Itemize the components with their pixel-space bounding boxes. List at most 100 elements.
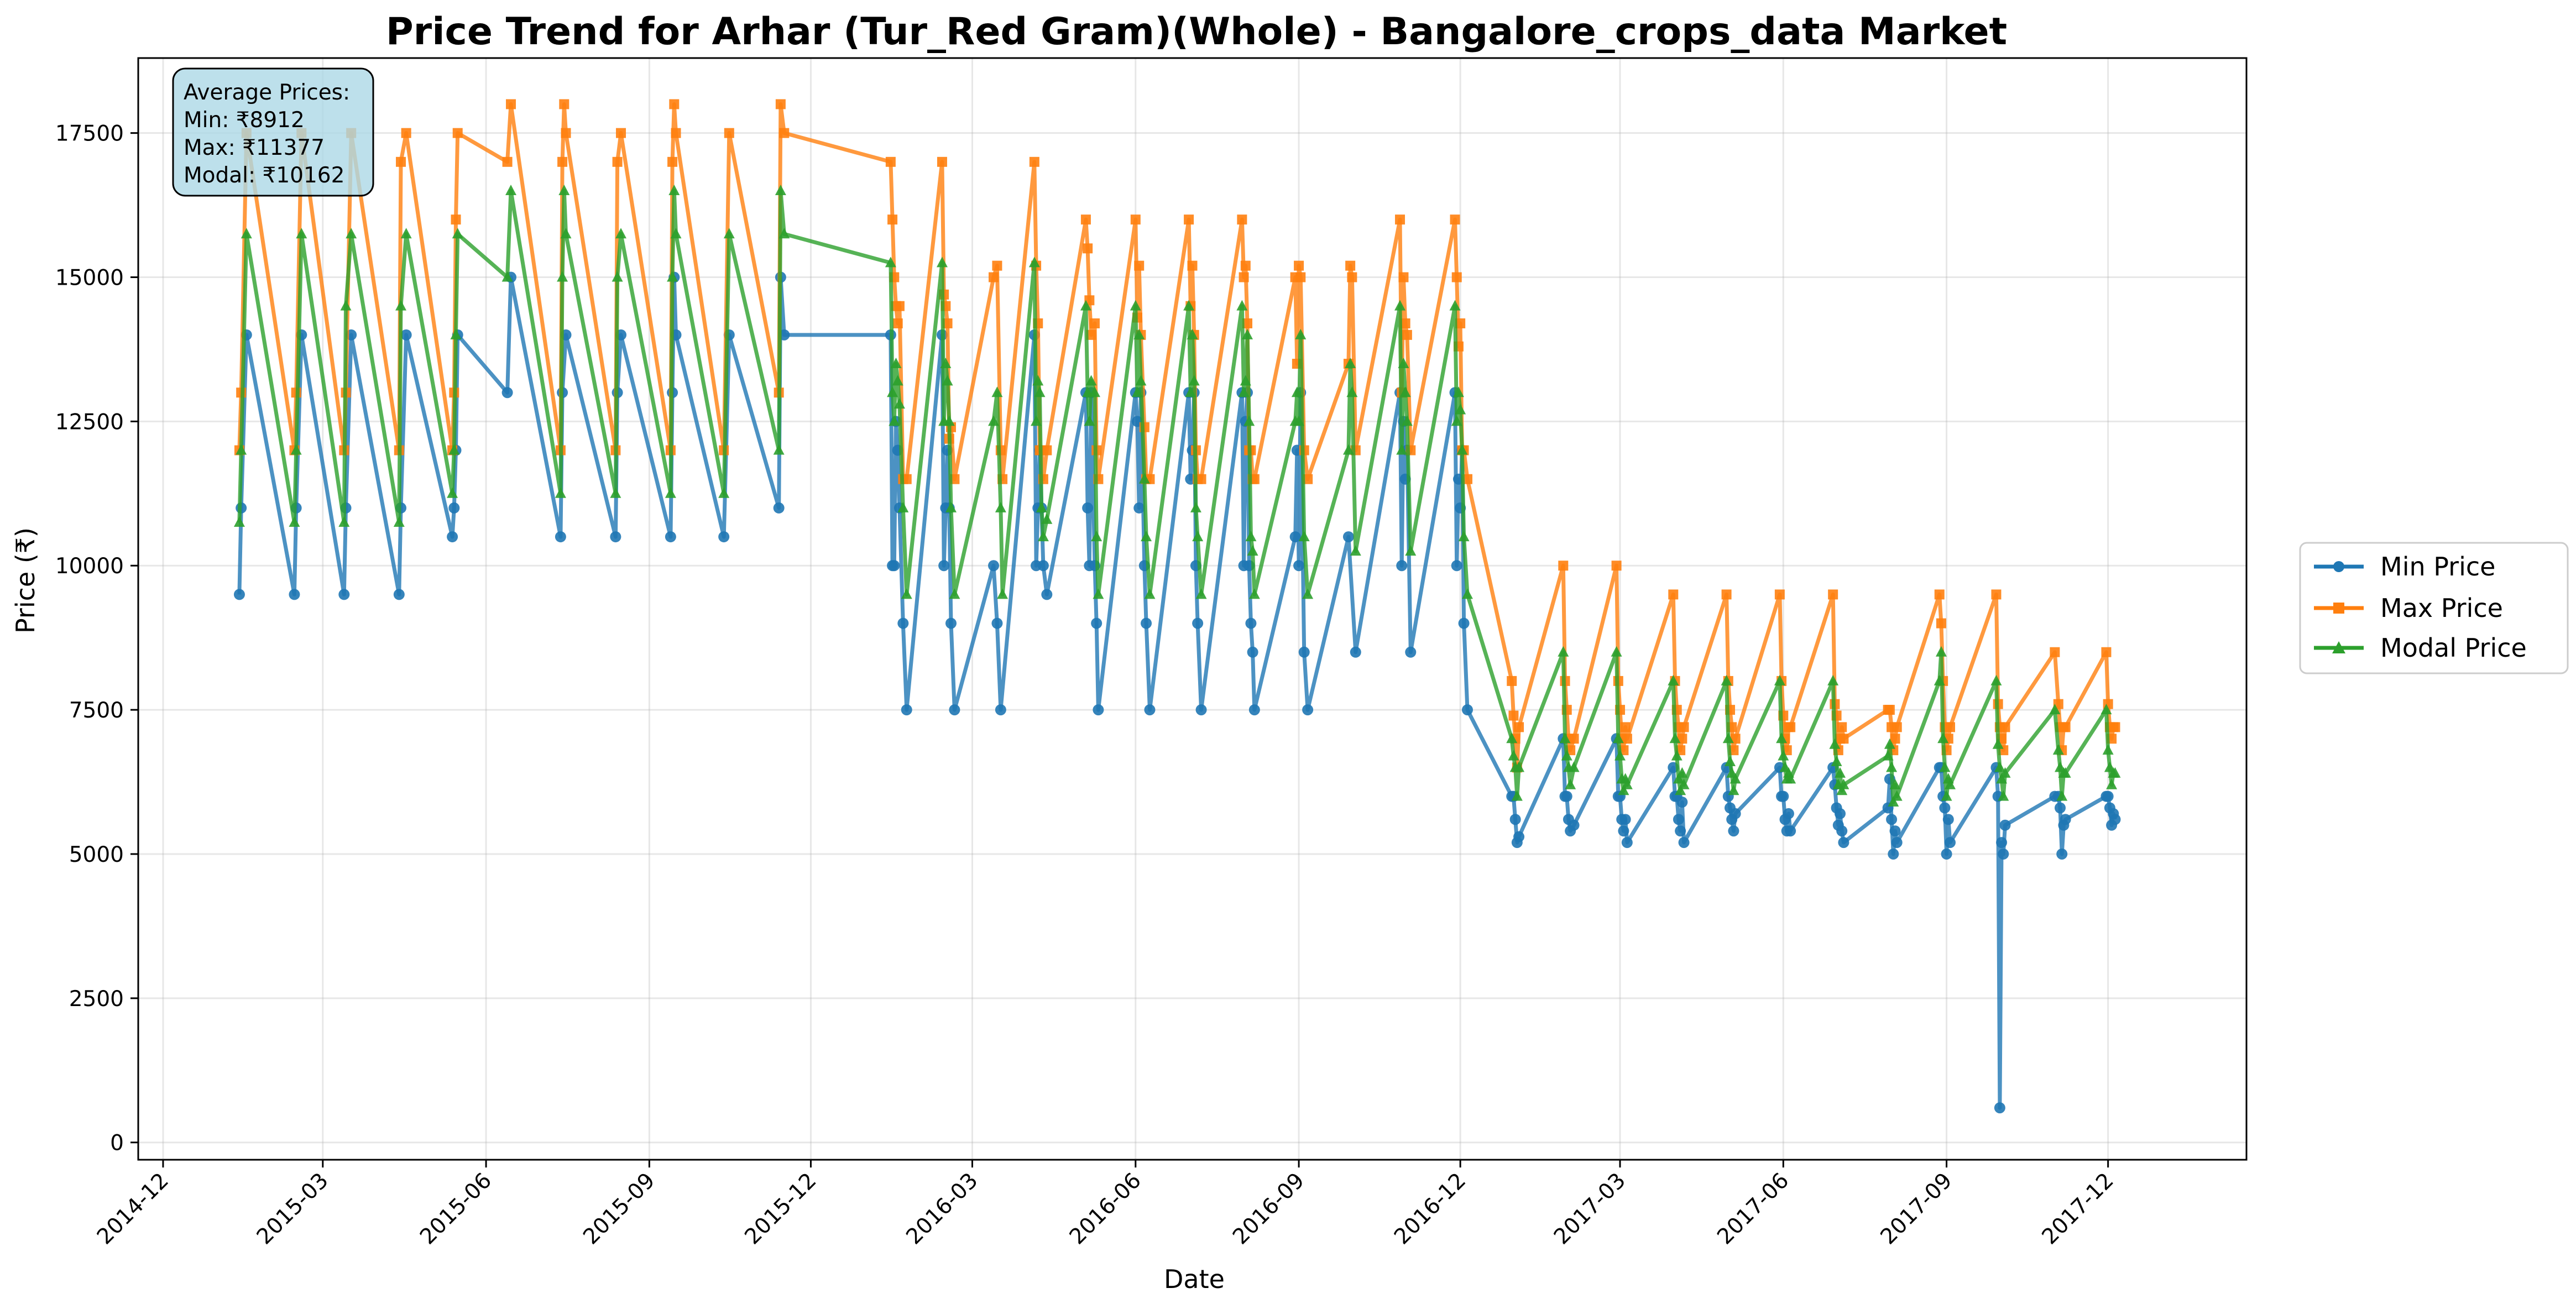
series-modal-price bbox=[233, 184, 2121, 807]
data-point bbox=[1838, 734, 1849, 744]
data-point bbox=[555, 531, 566, 543]
data-point bbox=[396, 156, 406, 167]
data-point bbox=[1133, 502, 1145, 514]
data-point bbox=[1829, 738, 1841, 749]
data-point bbox=[1561, 790, 1572, 802]
legend: Min Price Max Price Modal Price bbox=[2299, 542, 2569, 674]
data-point bbox=[1513, 761, 1525, 772]
data-point bbox=[241, 228, 252, 239]
data-point bbox=[1618, 784, 1629, 795]
data-point bbox=[559, 99, 569, 109]
data-point bbox=[1944, 837, 1956, 849]
data-point bbox=[2109, 767, 2121, 778]
data-point bbox=[1935, 646, 1947, 657]
data-point bbox=[1886, 761, 1898, 772]
data-point bbox=[887, 386, 898, 397]
data-point bbox=[885, 256, 896, 268]
data-point bbox=[1192, 531, 1204, 542]
data-point bbox=[233, 516, 245, 527]
data-point bbox=[612, 271, 623, 282]
data-point bbox=[1396, 560, 1408, 572]
data-point bbox=[897, 617, 909, 629]
data-point bbox=[1828, 589, 1838, 600]
data-point bbox=[1031, 415, 1042, 426]
data-point bbox=[1509, 814, 1521, 825]
data-point bbox=[395, 300, 407, 311]
data-point bbox=[558, 184, 570, 195]
data-point bbox=[296, 228, 307, 239]
data-point bbox=[2052, 744, 2064, 755]
data-point bbox=[1891, 837, 1903, 849]
data-point bbox=[1992, 738, 2004, 749]
data-point bbox=[1291, 386, 1303, 397]
data-point bbox=[1084, 415, 1095, 426]
data-point bbox=[452, 228, 463, 239]
data-point bbox=[1621, 837, 1633, 849]
data-point bbox=[938, 560, 950, 572]
data-point bbox=[338, 589, 350, 600]
data-point bbox=[448, 502, 460, 514]
data-point bbox=[1350, 646, 1361, 658]
data-point bbox=[1673, 814, 1684, 825]
data-point bbox=[892, 318, 903, 328]
data-point bbox=[1678, 778, 1690, 789]
data-point bbox=[671, 128, 681, 138]
data-point bbox=[1730, 734, 1741, 744]
data-point bbox=[1236, 300, 1248, 311]
data-point bbox=[1569, 734, 1579, 744]
data-point bbox=[1091, 617, 1102, 629]
data-point bbox=[1080, 214, 1091, 225]
data-point bbox=[1395, 214, 1405, 225]
data-point bbox=[2102, 790, 2114, 802]
data-point bbox=[452, 128, 463, 138]
legend-label-modal: Modal Price bbox=[2380, 633, 2527, 663]
data-point bbox=[612, 156, 623, 167]
data-point bbox=[1837, 722, 1847, 732]
data-point bbox=[1350, 545, 1361, 556]
data-point bbox=[1135, 375, 1147, 386]
data-point bbox=[1089, 318, 1100, 328]
data-point bbox=[1402, 329, 1412, 340]
data-point bbox=[1558, 646, 1569, 657]
data-point bbox=[991, 617, 1003, 629]
y-tick-label: 12500 bbox=[55, 410, 124, 434]
data-point bbox=[557, 271, 568, 282]
data-point bbox=[1187, 260, 1198, 271]
average-prices-annotation: Average Prices: Min: ₹8912 Max: ₹11377 M… bbox=[172, 67, 374, 197]
data-point bbox=[1778, 750, 1789, 761]
data-point bbox=[1394, 300, 1406, 311]
data-point bbox=[669, 99, 680, 109]
data-point bbox=[1289, 531, 1301, 543]
data-point bbox=[1888, 848, 1899, 860]
data-point bbox=[885, 156, 896, 167]
data-point bbox=[942, 318, 953, 328]
data-point bbox=[2110, 722, 2120, 732]
data-point bbox=[393, 589, 405, 600]
data-point bbox=[1248, 588, 1260, 599]
data-point bbox=[1889, 825, 1901, 837]
data-point bbox=[346, 228, 357, 239]
data-point bbox=[949, 704, 960, 716]
series-layer bbox=[233, 99, 2121, 1114]
data-point bbox=[1941, 848, 1952, 860]
data-point bbox=[1298, 531, 1310, 542]
data-point bbox=[1242, 318, 1252, 328]
data-point bbox=[1514, 722, 1524, 732]
data-point bbox=[1405, 646, 1417, 658]
data-point bbox=[290, 444, 302, 455]
data-point bbox=[2109, 814, 2121, 825]
data-point bbox=[1836, 825, 1848, 837]
data-point bbox=[897, 501, 909, 512]
data-point bbox=[779, 128, 790, 138]
data-point bbox=[2049, 704, 2061, 715]
data-point bbox=[2054, 802, 2066, 814]
data-point bbox=[1785, 722, 1796, 732]
data-point bbox=[942, 375, 953, 386]
data-point bbox=[1091, 531, 1102, 542]
data-point bbox=[1032, 375, 1044, 386]
data-point bbox=[1192, 617, 1204, 629]
data-point bbox=[1082, 502, 1094, 514]
data-point bbox=[1455, 404, 1466, 415]
data-point bbox=[1994, 761, 2005, 772]
